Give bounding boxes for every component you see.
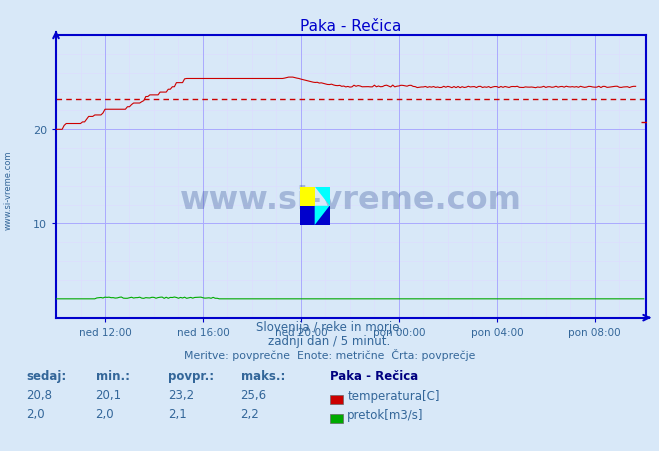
Text: 2,1: 2,1	[168, 407, 186, 420]
Text: 20,1: 20,1	[96, 388, 122, 401]
Text: 20,8: 20,8	[26, 388, 52, 401]
Text: Paka - Rečica: Paka - Rečica	[330, 369, 418, 382]
Text: 2,0: 2,0	[26, 407, 45, 420]
Polygon shape	[315, 187, 330, 206]
Text: Meritve: povprečne  Enote: metrične  Črta: povprečje: Meritve: povprečne Enote: metrične Črta:…	[184, 348, 475, 360]
Polygon shape	[315, 206, 330, 226]
Text: 23,2: 23,2	[168, 388, 194, 401]
Text: www.si-vreme.com: www.si-vreme.com	[3, 150, 13, 229]
Text: 25,6: 25,6	[241, 388, 267, 401]
Bar	[300, 187, 315, 206]
Text: 2,0: 2,0	[96, 407, 114, 420]
Title: Paka - Rečica: Paka - Rečica	[301, 18, 401, 33]
Text: sedaj:: sedaj:	[26, 369, 67, 382]
Text: povpr.:: povpr.:	[168, 369, 214, 382]
Text: www.si-vreme.com: www.si-vreme.com	[180, 184, 522, 215]
Text: min.:: min.:	[96, 369, 130, 382]
Text: Slovenija / reke in morje.: Slovenija / reke in morje.	[256, 320, 403, 333]
Text: 2,2: 2,2	[241, 407, 259, 420]
Text: pretok[m3/s]: pretok[m3/s]	[347, 409, 424, 422]
Text: maks.:: maks.:	[241, 369, 285, 382]
Text: zadnji dan / 5 minut.: zadnji dan / 5 minut.	[268, 334, 391, 347]
Polygon shape	[300, 206, 330, 226]
Text: temperatura[C]: temperatura[C]	[347, 389, 440, 402]
